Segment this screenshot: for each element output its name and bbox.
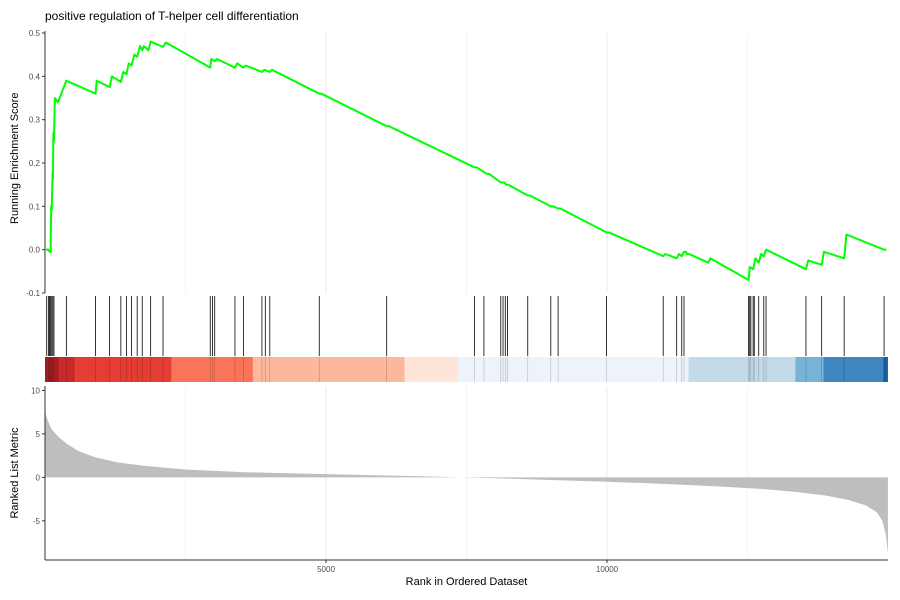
rank-color-segment bbox=[458, 357, 689, 382]
rank-color-segment bbox=[45, 357, 60, 382]
chart-title: positive regulation of T-helper cell dif… bbox=[45, 9, 299, 23]
bottom-y-tick-label: 5 bbox=[36, 430, 41, 439]
bottom-y-tick-label: 10 bbox=[31, 386, 40, 395]
rank-color-segment bbox=[823, 357, 884, 382]
ranked-metric-area bbox=[45, 412, 888, 554]
x-axis-label: Rank in Ordered Dataset bbox=[405, 576, 528, 588]
top-y-tick-label: 0.5 bbox=[29, 29, 41, 38]
top-y-tick-label: -0.1 bbox=[26, 289, 40, 298]
rank-color-segment bbox=[795, 357, 824, 382]
top-y-tick-label: 0.0 bbox=[29, 246, 41, 255]
rank-color-segment bbox=[688, 357, 796, 382]
y-axis-label-ranked-metric: Ranked List Metric bbox=[9, 427, 21, 519]
rank-color-segment bbox=[75, 357, 172, 382]
rank-color-segment bbox=[171, 357, 253, 382]
rank-color-segment bbox=[252, 357, 405, 382]
top-y-tick-label: 0.3 bbox=[29, 116, 41, 125]
x-tick-label: 10000 bbox=[596, 565, 619, 574]
top-y-tick-label: 0.4 bbox=[29, 72, 41, 81]
rank-color-segment bbox=[404, 357, 459, 382]
y-axis-label-running-score: Running Enrichment Score bbox=[9, 92, 21, 224]
running-enrichment-score-line bbox=[45, 40, 887, 281]
bottom-y-tick-label: -5 bbox=[33, 517, 41, 526]
bottom-y-tick-label: 0 bbox=[36, 473, 41, 482]
rank-color-segment bbox=[59, 357, 76, 382]
top-y-tick-label: 0.2 bbox=[29, 159, 41, 168]
x-tick-label: 5000 bbox=[317, 565, 335, 574]
top-y-tick-label: 0.1 bbox=[29, 202, 41, 211]
rank-color-segment bbox=[883, 357, 888, 382]
